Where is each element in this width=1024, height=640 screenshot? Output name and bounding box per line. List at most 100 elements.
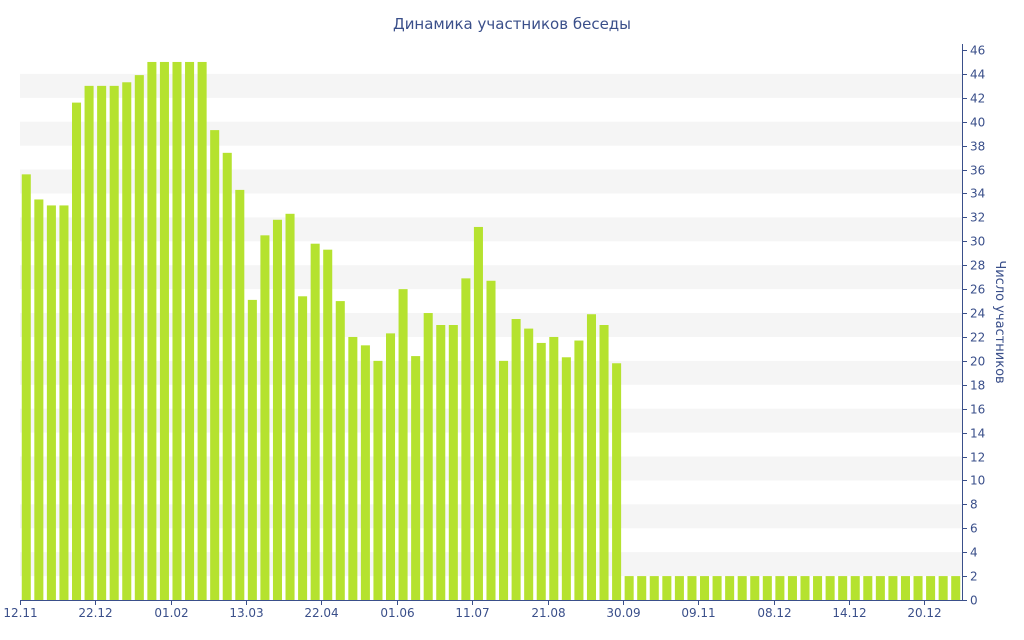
bar bbox=[448, 325, 458, 600]
y-tick-label: 40 bbox=[970, 116, 985, 130]
x-tick-label: 21.08 bbox=[531, 606, 565, 620]
grid-band bbox=[20, 265, 962, 290]
bar bbox=[84, 85, 94, 601]
x-tick-label: 30.09 bbox=[606, 606, 640, 620]
y-tick-label: 10 bbox=[970, 474, 985, 488]
y-tick-label: 36 bbox=[970, 164, 985, 178]
bar bbox=[586, 314, 596, 600]
bar bbox=[875, 576, 885, 600]
axes bbox=[20, 44, 963, 601]
bar bbox=[285, 213, 295, 601]
bar bbox=[122, 82, 132, 600]
y-tick-label: 30 bbox=[970, 235, 985, 249]
bar bbox=[511, 319, 521, 600]
bar bbox=[21, 174, 31, 600]
bar bbox=[536, 342, 546, 600]
x-tick-label: 20.12 bbox=[907, 606, 941, 620]
bar bbox=[109, 85, 119, 601]
x-axis-ticks: 12.11 22.12 01.02 13.03 22.04 01.06 11.07 21.08… bbox=[3, 600, 942, 620]
bar bbox=[235, 189, 245, 600]
x-tick-label: 22.04 bbox=[304, 606, 338, 620]
bar bbox=[687, 576, 697, 600]
bar bbox=[825, 576, 835, 600]
y-axis-label: Число участников bbox=[992, 260, 1007, 383]
y-tick-label: 42 bbox=[970, 92, 985, 106]
y-tick-label: 34 bbox=[970, 187, 985, 201]
bar bbox=[863, 576, 873, 600]
bar bbox=[850, 576, 860, 600]
x-tick-label: 08.12 bbox=[757, 606, 791, 620]
bar bbox=[272, 219, 282, 600]
bar bbox=[197, 61, 207, 600]
y-tick-label: 44 bbox=[970, 68, 985, 82]
bar bbox=[737, 576, 747, 600]
bar bbox=[662, 576, 672, 600]
bar bbox=[649, 576, 659, 600]
y-tick-label: 28 bbox=[970, 259, 985, 273]
bar bbox=[348, 336, 358, 600]
y-tick-label: 38 bbox=[970, 140, 985, 154]
bar bbox=[888, 576, 898, 600]
y-tick-label: 12 bbox=[970, 451, 985, 465]
bar bbox=[34, 199, 44, 600]
x-tick-label: 01.02 bbox=[154, 606, 188, 620]
grid-band bbox=[20, 169, 962, 194]
bar bbox=[461, 278, 471, 600]
bar bbox=[599, 325, 609, 600]
y-tick-label: 46 bbox=[970, 44, 985, 58]
bar bbox=[561, 357, 571, 600]
bar bbox=[386, 333, 396, 600]
bar bbox=[411, 356, 421, 600]
bar bbox=[360, 345, 370, 600]
bar bbox=[185, 61, 195, 600]
x-tick-label: 09.11 bbox=[681, 606, 715, 620]
y-tick-label: 8 bbox=[970, 498, 978, 512]
y-tick-label: 4 bbox=[970, 546, 978, 560]
bar bbox=[323, 249, 333, 601]
bar-series bbox=[21, 61, 961, 601]
x-tick-label: 01.06 bbox=[380, 606, 414, 620]
bar bbox=[473, 226, 483, 600]
bar bbox=[725, 576, 735, 600]
bar bbox=[159, 61, 169, 600]
bar bbox=[247, 299, 257, 600]
bar bbox=[298, 296, 308, 600]
y-tick-label: 22 bbox=[970, 331, 985, 345]
bar bbox=[423, 313, 433, 600]
bar bbox=[310, 243, 320, 600]
bar bbox=[926, 576, 936, 600]
grid-band bbox=[20, 121, 962, 146]
bar bbox=[612, 363, 622, 600]
bar bbox=[700, 576, 710, 600]
bar bbox=[147, 61, 157, 600]
x-tick-label: 14.12 bbox=[832, 606, 866, 620]
bar bbox=[72, 102, 82, 601]
bar bbox=[172, 61, 182, 600]
x-tick-label: 22.12 bbox=[78, 606, 112, 620]
x-tick-label: 12.11 bbox=[3, 606, 37, 620]
bar bbox=[787, 576, 797, 600]
bar bbox=[762, 576, 772, 600]
bar bbox=[398, 289, 408, 600]
grid-band bbox=[20, 217, 962, 242]
bar bbox=[486, 280, 496, 600]
y-tick-label: 32 bbox=[970, 211, 985, 225]
y-tick-label: 20 bbox=[970, 355, 985, 369]
grid-band bbox=[20, 73, 962, 98]
bar bbox=[750, 576, 760, 600]
bar bbox=[574, 340, 584, 600]
bar bbox=[637, 576, 647, 600]
bar bbox=[951, 576, 961, 600]
bar bbox=[134, 75, 144, 601]
bar bbox=[674, 576, 684, 600]
bar bbox=[499, 360, 509, 600]
y-tick-label: 2 bbox=[970, 570, 978, 584]
y-tick-label: 16 bbox=[970, 403, 985, 417]
bar bbox=[938, 576, 948, 600]
bar bbox=[712, 576, 722, 600]
bar bbox=[373, 360, 383, 600]
y-tick-label: 18 bbox=[970, 379, 985, 393]
y-tick-label: 6 bbox=[970, 522, 978, 536]
y-tick-label: 24 bbox=[970, 307, 985, 321]
